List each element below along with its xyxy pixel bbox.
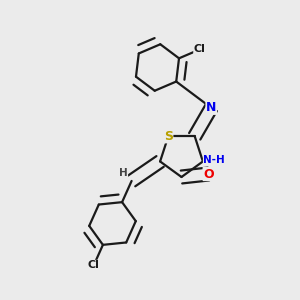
Text: Cl: Cl bbox=[194, 44, 206, 55]
Text: N-H: N-H bbox=[203, 155, 225, 165]
Text: O: O bbox=[203, 167, 214, 181]
Text: N: N bbox=[206, 101, 216, 114]
Text: Cl: Cl bbox=[88, 260, 100, 270]
Text: S: S bbox=[164, 130, 173, 143]
Text: H: H bbox=[119, 169, 128, 178]
